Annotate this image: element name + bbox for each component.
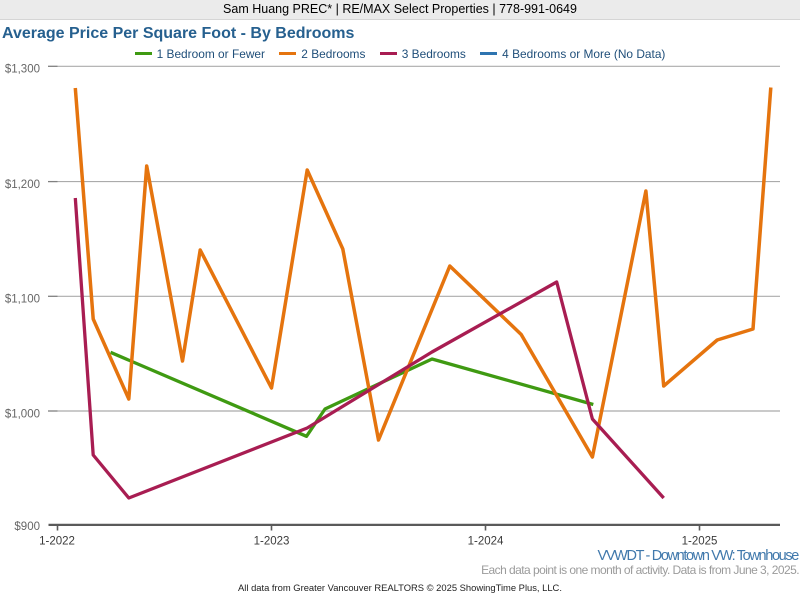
- svg-text:1-2025: 1-2025: [682, 535, 718, 547]
- svg-text:$1,000: $1,000: [5, 408, 40, 420]
- svg-text:$1,100: $1,100: [5, 294, 40, 306]
- svg-text:$1,300: $1,300: [5, 64, 40, 76]
- svg-text:1-2024: 1-2024: [468, 535, 504, 547]
- svg-text:1-2023: 1-2023: [254, 535, 290, 547]
- svg-text:1-2022: 1-2022: [39, 535, 75, 547]
- svg-text:$1,200: $1,200: [5, 179, 40, 191]
- svg-text:$900: $900: [14, 521, 40, 533]
